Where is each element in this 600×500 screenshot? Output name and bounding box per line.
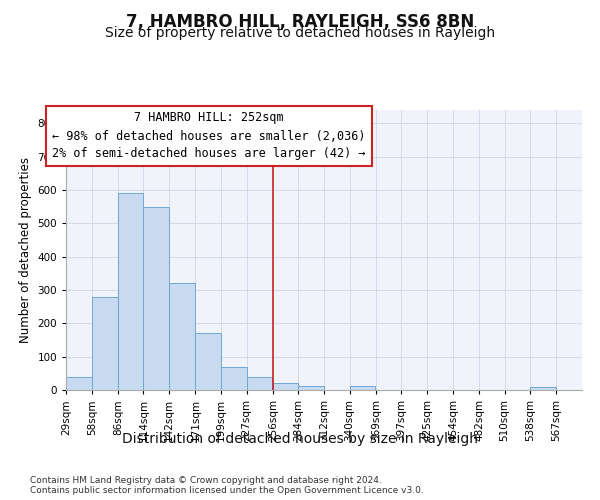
- Bar: [196, 334, 221, 390]
- Text: 7, HAMBRO HILL, RAYLEIGH, SS6 8BN: 7, HAMBRO HILL, RAYLEIGH, SS6 8BN: [126, 12, 474, 30]
- Text: Size of property relative to detached houses in Rayleigh: Size of property relative to detached ho…: [105, 26, 495, 40]
- Text: Distribution of detached houses by size in Rayleigh: Distribution of detached houses by size …: [122, 432, 478, 446]
- Bar: [298, 386, 324, 390]
- Bar: [66, 378, 92, 390]
- Y-axis label: Number of detached properties: Number of detached properties: [19, 157, 32, 343]
- Bar: [530, 388, 556, 390]
- Text: Contains HM Land Registry data © Crown copyright and database right 2024.
Contai: Contains HM Land Registry data © Crown c…: [30, 476, 424, 495]
- Bar: [143, 208, 169, 390]
- Text: 7 HAMBRO HILL: 252sqm
← 98% of detached houses are smaller (2,036)
2% of semi-de: 7 HAMBRO HILL: 252sqm ← 98% of detached …: [52, 112, 366, 160]
- Bar: [247, 378, 272, 390]
- Bar: [169, 284, 194, 390]
- Bar: [350, 386, 375, 390]
- Bar: [273, 384, 298, 390]
- Bar: [92, 298, 118, 390]
- Bar: [221, 368, 247, 390]
- Bar: [118, 192, 143, 390]
